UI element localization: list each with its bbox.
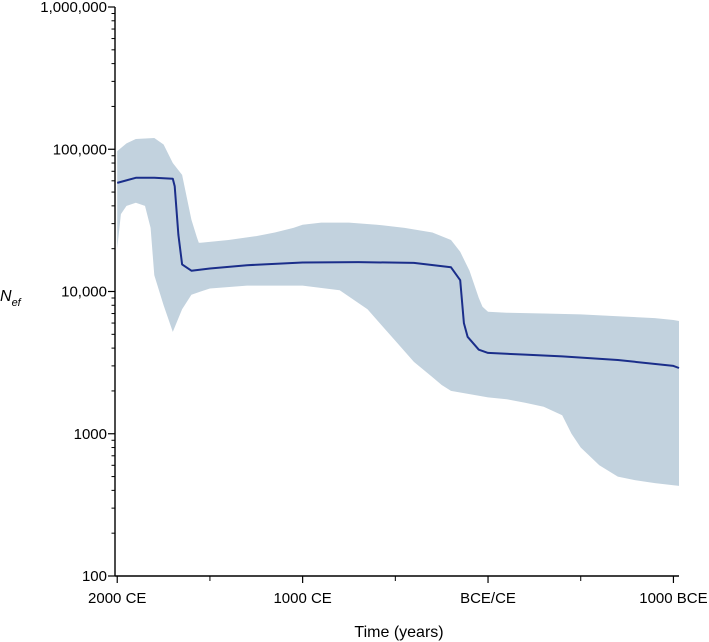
y-tick-label: 100: [82, 568, 107, 585]
y-tick-label: 1000: [74, 426, 107, 443]
tick-labels-layer: 100 1000 10,000 100,000 1,000,000 2000 CE 1000…: [40, 0, 707, 607]
median-line: [116, 176, 680, 369]
y-tick-label: 1,000,000: [40, 0, 107, 16]
median-line-layer: [116, 176, 680, 369]
x-tick-label: 2000 CE: [88, 590, 146, 607]
x-tick-label: BCE/CE: [460, 590, 516, 607]
x-tick-label: 1000 CE: [273, 590, 331, 607]
axes-layer: [108, 6, 679, 583]
y-axis-title-subscript: ef: [12, 297, 22, 309]
y-tick-label: 10,000: [61, 284, 107, 301]
confidence-band-layer: [117, 138, 679, 486]
x-tick-label: 1000 BCE: [639, 590, 707, 607]
x-axis-title: Time (years): [354, 624, 443, 641]
y-axis-title: Nef: [0, 288, 22, 309]
y-axis-title-main: N: [0, 288, 12, 305]
y-tick-label: 100,000: [53, 141, 107, 158]
confidence-band: [117, 138, 679, 486]
